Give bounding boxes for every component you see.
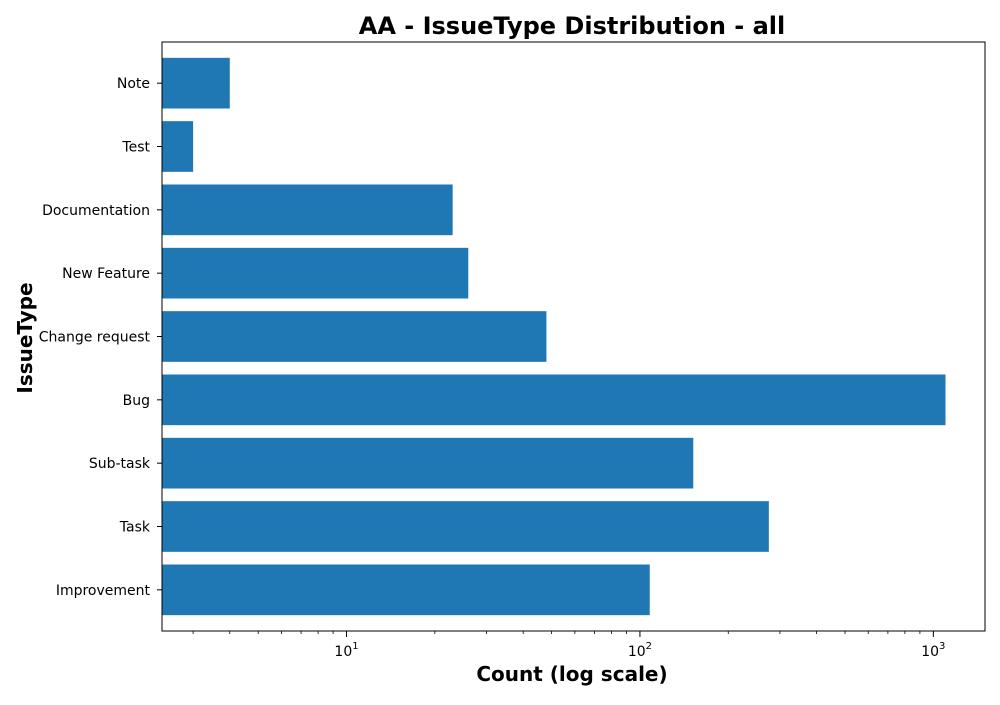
y-tick-label: Test xyxy=(121,140,150,156)
y-tick-label: Improvement xyxy=(56,583,151,599)
bar-improvement xyxy=(162,564,650,616)
bar-change-request xyxy=(162,311,547,362)
bar-test xyxy=(162,121,194,172)
bar-documentation xyxy=(162,184,453,236)
y-axis-ticks: Improvement Task Sub-task Bug Change request… xyxy=(39,76,162,599)
bar-sub-task xyxy=(162,437,694,489)
bar-note xyxy=(162,57,230,109)
bar-bug xyxy=(162,374,946,426)
y-tick-label: Documentation xyxy=(42,203,150,219)
y-tick-label: Sub-task xyxy=(89,456,151,472)
x-axis-ticks: 101 102 103 xyxy=(192,631,945,660)
x-tick-label: 101 xyxy=(334,641,358,660)
y-tick-label: Change request xyxy=(39,330,151,346)
chart-title: AA - IssueType Distribution - all xyxy=(359,12,786,40)
y-tick-label: Task xyxy=(119,520,151,536)
y-tick-label: Bug xyxy=(123,393,150,409)
bar-task xyxy=(162,501,769,552)
bars-group xyxy=(162,57,946,616)
y-tick-label: New Feature xyxy=(62,266,150,282)
bar-new-feature xyxy=(162,247,469,299)
x-axis-label: Count (log scale) xyxy=(476,662,667,686)
x-tick-label: 103 xyxy=(921,641,945,660)
y-axis-label: IssueType xyxy=(13,282,37,393)
x-tick-label: 102 xyxy=(628,641,652,660)
y-tick-label: Note xyxy=(117,76,150,92)
